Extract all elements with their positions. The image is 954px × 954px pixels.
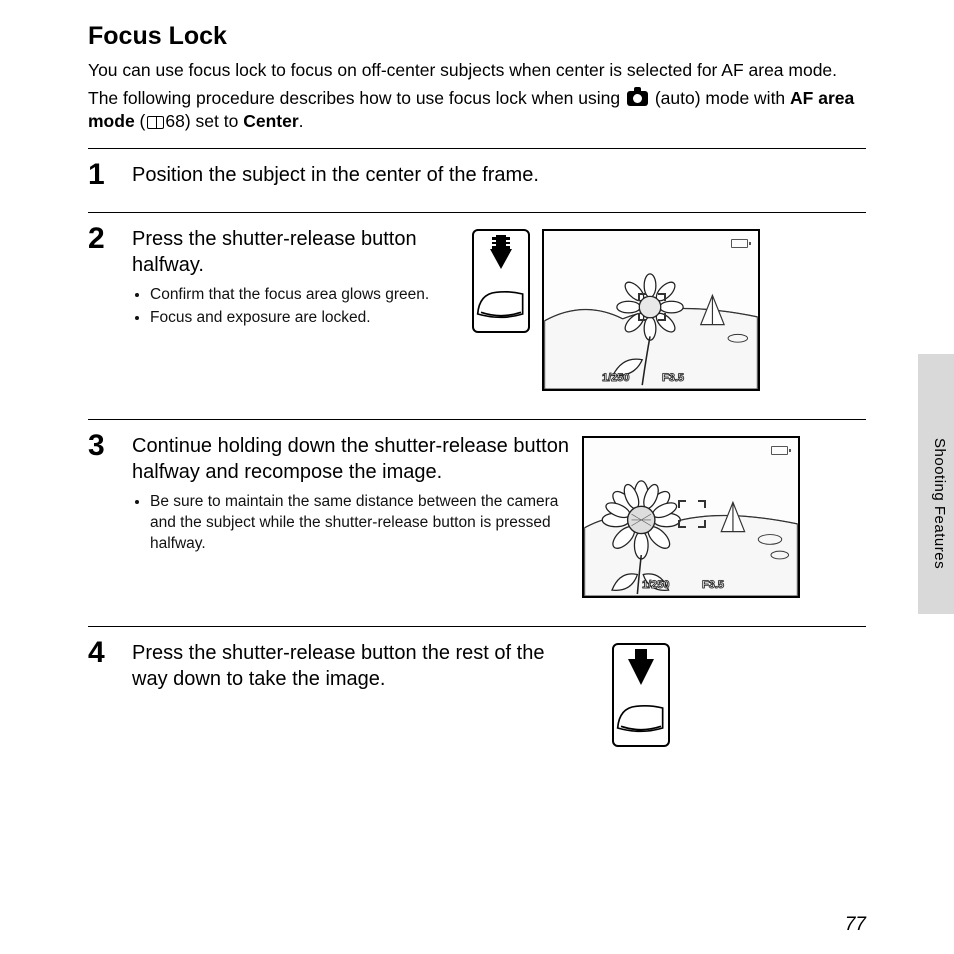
step-heading: Continue holding down the shutter-releas… (132, 434, 582, 485)
battery-icon (771, 446, 788, 455)
step-3: 3 Continue holding down the shutter-rele… (88, 419, 866, 626)
step-number: 3 (88, 430, 132, 462)
step-1: 1 Position the subject in the center of … (88, 148, 866, 213)
full-press-icon (612, 643, 670, 747)
step-number: 4 (88, 637, 132, 669)
camera-icon (627, 91, 648, 106)
focus-bracket-icon (678, 500, 706, 528)
step-number: 2 (88, 223, 132, 255)
step-2: 2 Press the shutter-release button halfw… (88, 212, 866, 419)
intro-text-2: The following procedure describes how to… (88, 87, 866, 134)
step-number: 1 (88, 159, 132, 191)
lcd-preview-centered: 1/250 F3.5 (542, 229, 760, 391)
step-heading: Position the subject in the center of th… (132, 163, 866, 189)
step-heading: Press the shutter-release button the res… (132, 641, 552, 692)
step-4: 4 Press the shutter-release button the r… (88, 626, 866, 765)
page-number: 77 (845, 914, 866, 936)
battery-icon (731, 239, 748, 248)
section-label: Shooting Features (931, 438, 948, 569)
bullet: Be sure to maintain the same distance be… (150, 492, 582, 555)
aperture: F3.5 (662, 372, 684, 384)
lcd-preview-recomposed: 1/250 F3.5 (582, 436, 800, 598)
manual-page: Focus Lock You can use focus lock to foc… (0, 0, 954, 795)
intro-text-1: You can use focus lock to focus on off-c… (88, 59, 866, 83)
half-press-icon (472, 229, 530, 333)
shutter-speed: 1/250 (602, 372, 630, 384)
page-title: Focus Lock (88, 22, 866, 51)
bullet: Focus and exposure are locked. (150, 308, 472, 329)
aperture: F3.5 (702, 579, 724, 591)
step-heading: Press the shutter-release button halfway… (132, 227, 472, 278)
book-icon (147, 116, 164, 129)
bullet: Confirm that the focus area glows green. (150, 285, 472, 306)
focus-bracket-icon (638, 293, 666, 321)
shutter-speed: 1/250 (642, 579, 670, 591)
